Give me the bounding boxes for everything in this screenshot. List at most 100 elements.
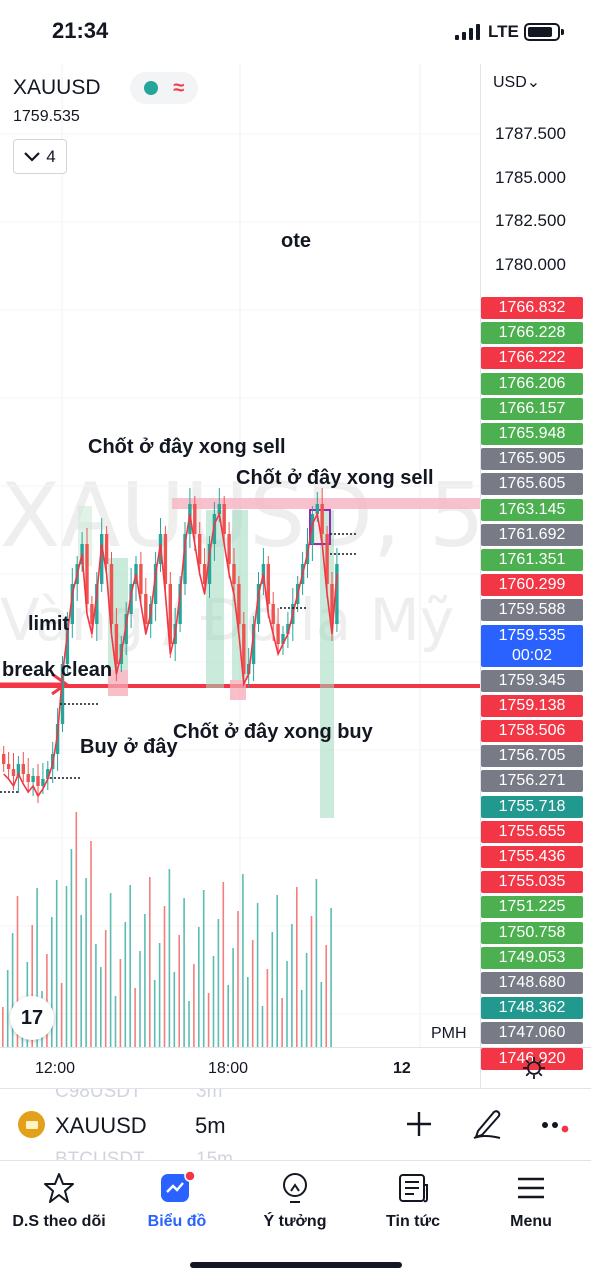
candle-body <box>144 594 148 624</box>
candle-body <box>188 504 192 534</box>
price-tag: 1766.228 <box>481 322 583 345</box>
time-label: 12 <box>393 1060 411 1077</box>
candle-body <box>114 624 119 664</box>
price-tag: 1755.655 <box>481 820 583 843</box>
clock: 21:34 <box>52 18 109 43</box>
annotation-buy-close[interactable]: Chốt ở đây xong buy <box>173 721 373 743</box>
star-icon <box>44 1173 74 1203</box>
price-tag: 1747.060 <box>481 1022 583 1045</box>
candle-body <box>36 776 40 786</box>
market-status-pill[interactable]: ≈ <box>130 72 198 104</box>
indicators-toggle[interactable]: 4 <box>13 139 67 174</box>
annotation-sell-1[interactable]: Chốt ở đây xong sell <box>88 436 286 458</box>
volume-bar <box>153 980 156 1047</box>
news-icon <box>399 1174 428 1203</box>
volume-bar <box>276 895 278 1047</box>
volume-bar <box>46 954 48 1047</box>
candle-body <box>207 544 212 584</box>
annotation-sell-2[interactable]: Chốt ở đây xong sell <box>236 467 434 489</box>
volume-bar <box>90 841 92 1047</box>
position-stop-box <box>230 680 246 700</box>
candle-body <box>65 624 70 664</box>
annotation-ote[interactable]: ote <box>281 230 311 252</box>
plus-icon[interactable] <box>404 1109 434 1139</box>
watermark-description: Vàng / Đô la Mỹ <box>0 586 455 654</box>
time-label: 12:00 <box>35 1060 76 1077</box>
more-icon[interactable] <box>540 1117 570 1137</box>
price-tag: 1766.206 <box>481 372 583 395</box>
chart-symbol[interactable]: XAUUSD <box>13 76 101 99</box>
annotation-buy-here[interactable]: Buy ở đây <box>80 736 178 758</box>
annotation-limit[interactable]: limit <box>28 613 70 635</box>
chart-pane[interactable]: XAUUSD, 5 Vàng / Đô la Mỹ <box>0 64 591 1047</box>
chevron-down-icon: ⌄ <box>526 74 541 91</box>
tab-ideas[interactable]: Ý tưởng <box>236 1171 354 1231</box>
candle-body <box>16 764 21 776</box>
market-open-icon <box>143 81 158 95</box>
chart-icon <box>161 1171 196 1202</box>
chevron-down-icon <box>24 151 41 162</box>
candle-body <box>266 564 270 604</box>
candle-body <box>217 504 221 514</box>
candle-body <box>153 564 158 604</box>
volume-bar <box>2 1007 4 1047</box>
candle-body <box>109 564 114 624</box>
position-stop-box <box>108 670 128 696</box>
volume-bar <box>70 849 73 1047</box>
price-tick: 1782.500 <box>495 211 566 230</box>
volume-bar <box>75 812 78 1047</box>
time-label: 18:00 <box>208 1060 249 1077</box>
volume-bar <box>65 886 68 1047</box>
data-delay-icon: ≈ <box>173 76 185 99</box>
candle-body <box>286 624 290 634</box>
price-tag: 1766.222 <box>481 347 583 370</box>
candlestick-chart[interactable] <box>0 64 480 1047</box>
interval-button[interactable]: 5m <box>195 1113 226 1138</box>
price-tag: 1746.920 <box>481 1047 583 1070</box>
candle-body <box>193 504 197 534</box>
volume-bar <box>80 915 82 1047</box>
annotation-break-clean[interactable]: break clean <box>2 659 113 681</box>
settings-icon[interactable] <box>522 1056 546 1080</box>
candle-body <box>95 584 99 624</box>
tab-menu[interactable]: Menu <box>472 1171 590 1231</box>
candle-body <box>46 769 50 779</box>
candle-body <box>55 724 60 754</box>
candle-body <box>335 564 339 624</box>
volume-bar <box>286 961 288 1047</box>
arrow-head <box>51 672 69 696</box>
volume-bar <box>325 945 327 1047</box>
time-scale[interactable]: 12:00 18:00 12 <box>0 1047 591 1088</box>
volume-bar <box>114 996 117 1047</box>
volume-bar <box>222 882 225 1047</box>
tab-watchlist[interactable]: D.S theo dõi <box>0 1171 118 1231</box>
candle-body <box>2 754 6 764</box>
lightbulb-icon <box>283 1173 307 1203</box>
currency-selector[interactable]: USD⌄ <box>493 72 540 92</box>
volume-bar <box>139 951 141 1047</box>
candle-body <box>242 624 246 674</box>
status-bar: 21:34 LTE <box>0 0 591 64</box>
tradingview-logo[interactable]: 17 <box>10 996 54 1040</box>
tab-chart[interactable]: Biểu đồ <box>118 1171 236 1231</box>
volume-bar <box>149 877 151 1047</box>
volume-bar <box>129 885 131 1047</box>
volume-bar <box>109 893 112 1047</box>
volume-bar <box>158 943 161 1047</box>
volume-bar <box>55 880 58 1047</box>
volume-bar <box>163 906 166 1047</box>
volume-bar <box>212 956 215 1047</box>
gold-icon <box>18 1111 45 1138</box>
symbol-search-button[interactable]: XAUUSD <box>55 1113 147 1138</box>
volume-bar <box>315 879 318 1047</box>
volume-bar <box>95 944 97 1047</box>
price-tag: 1750.758 <box>481 921 583 944</box>
drawing-pen-icon[interactable] <box>470 1106 504 1140</box>
ghost-interval: 3m <box>196 1088 223 1102</box>
tab-news[interactable]: Tin tức <box>354 1171 472 1231</box>
candle-body <box>21 764 25 774</box>
candle-body <box>60 664 65 724</box>
candle-body <box>163 534 168 584</box>
volume-bar <box>242 874 244 1047</box>
candle-body <box>320 504 324 534</box>
